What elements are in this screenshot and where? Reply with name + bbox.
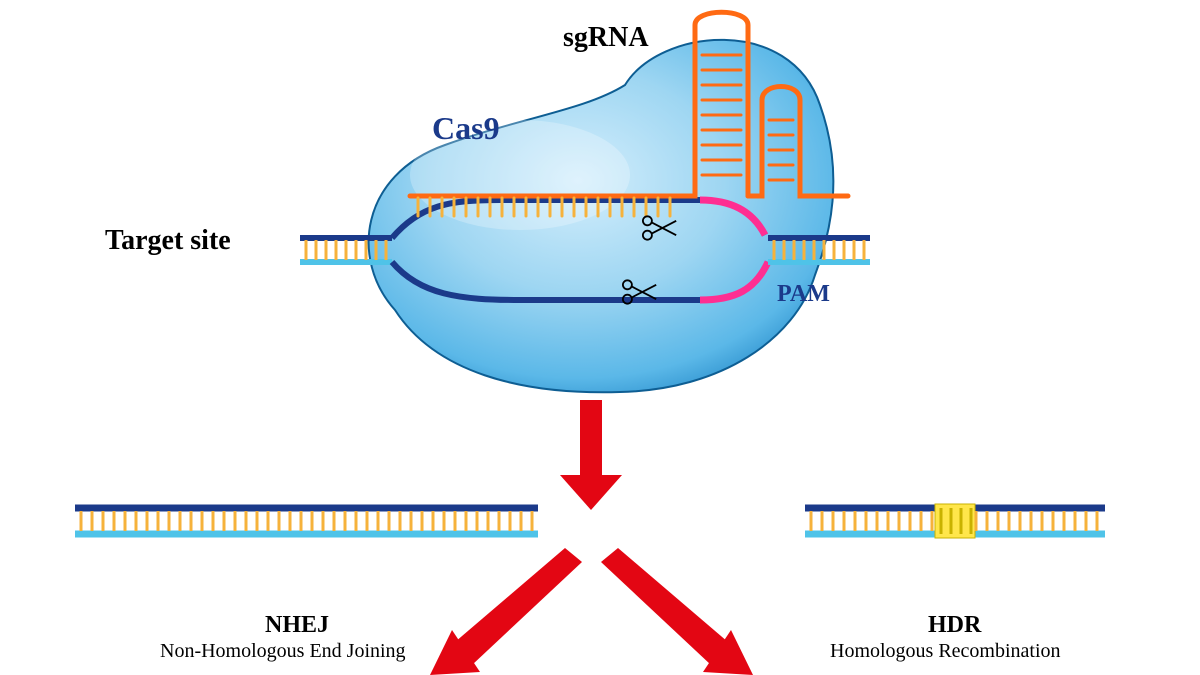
arrow-left bbox=[430, 548, 582, 675]
diagram-stage: sgRNA Cas9 Target site PAM NHEJ Non-Homo… bbox=[0, 0, 1200, 675]
label-hdr-sub: Homologous Recombination bbox=[830, 640, 1061, 663]
diagram-svg bbox=[0, 0, 1200, 675]
dna-hdr bbox=[805, 504, 1105, 538]
label-sgrna: sgRNA bbox=[563, 22, 649, 54]
label-pam: PAM bbox=[777, 281, 830, 308]
label-nhej-sub: Non-Homologous End Joining bbox=[160, 640, 406, 663]
arrow-right bbox=[601, 548, 753, 675]
arrow-down bbox=[560, 400, 622, 510]
dna-nhej bbox=[75, 508, 538, 534]
label-hdr: HDR bbox=[928, 612, 981, 639]
label-cas9: Cas9 bbox=[432, 110, 500, 147]
label-nhej: NHEJ bbox=[265, 612, 329, 639]
label-target: Target site bbox=[105, 225, 231, 257]
